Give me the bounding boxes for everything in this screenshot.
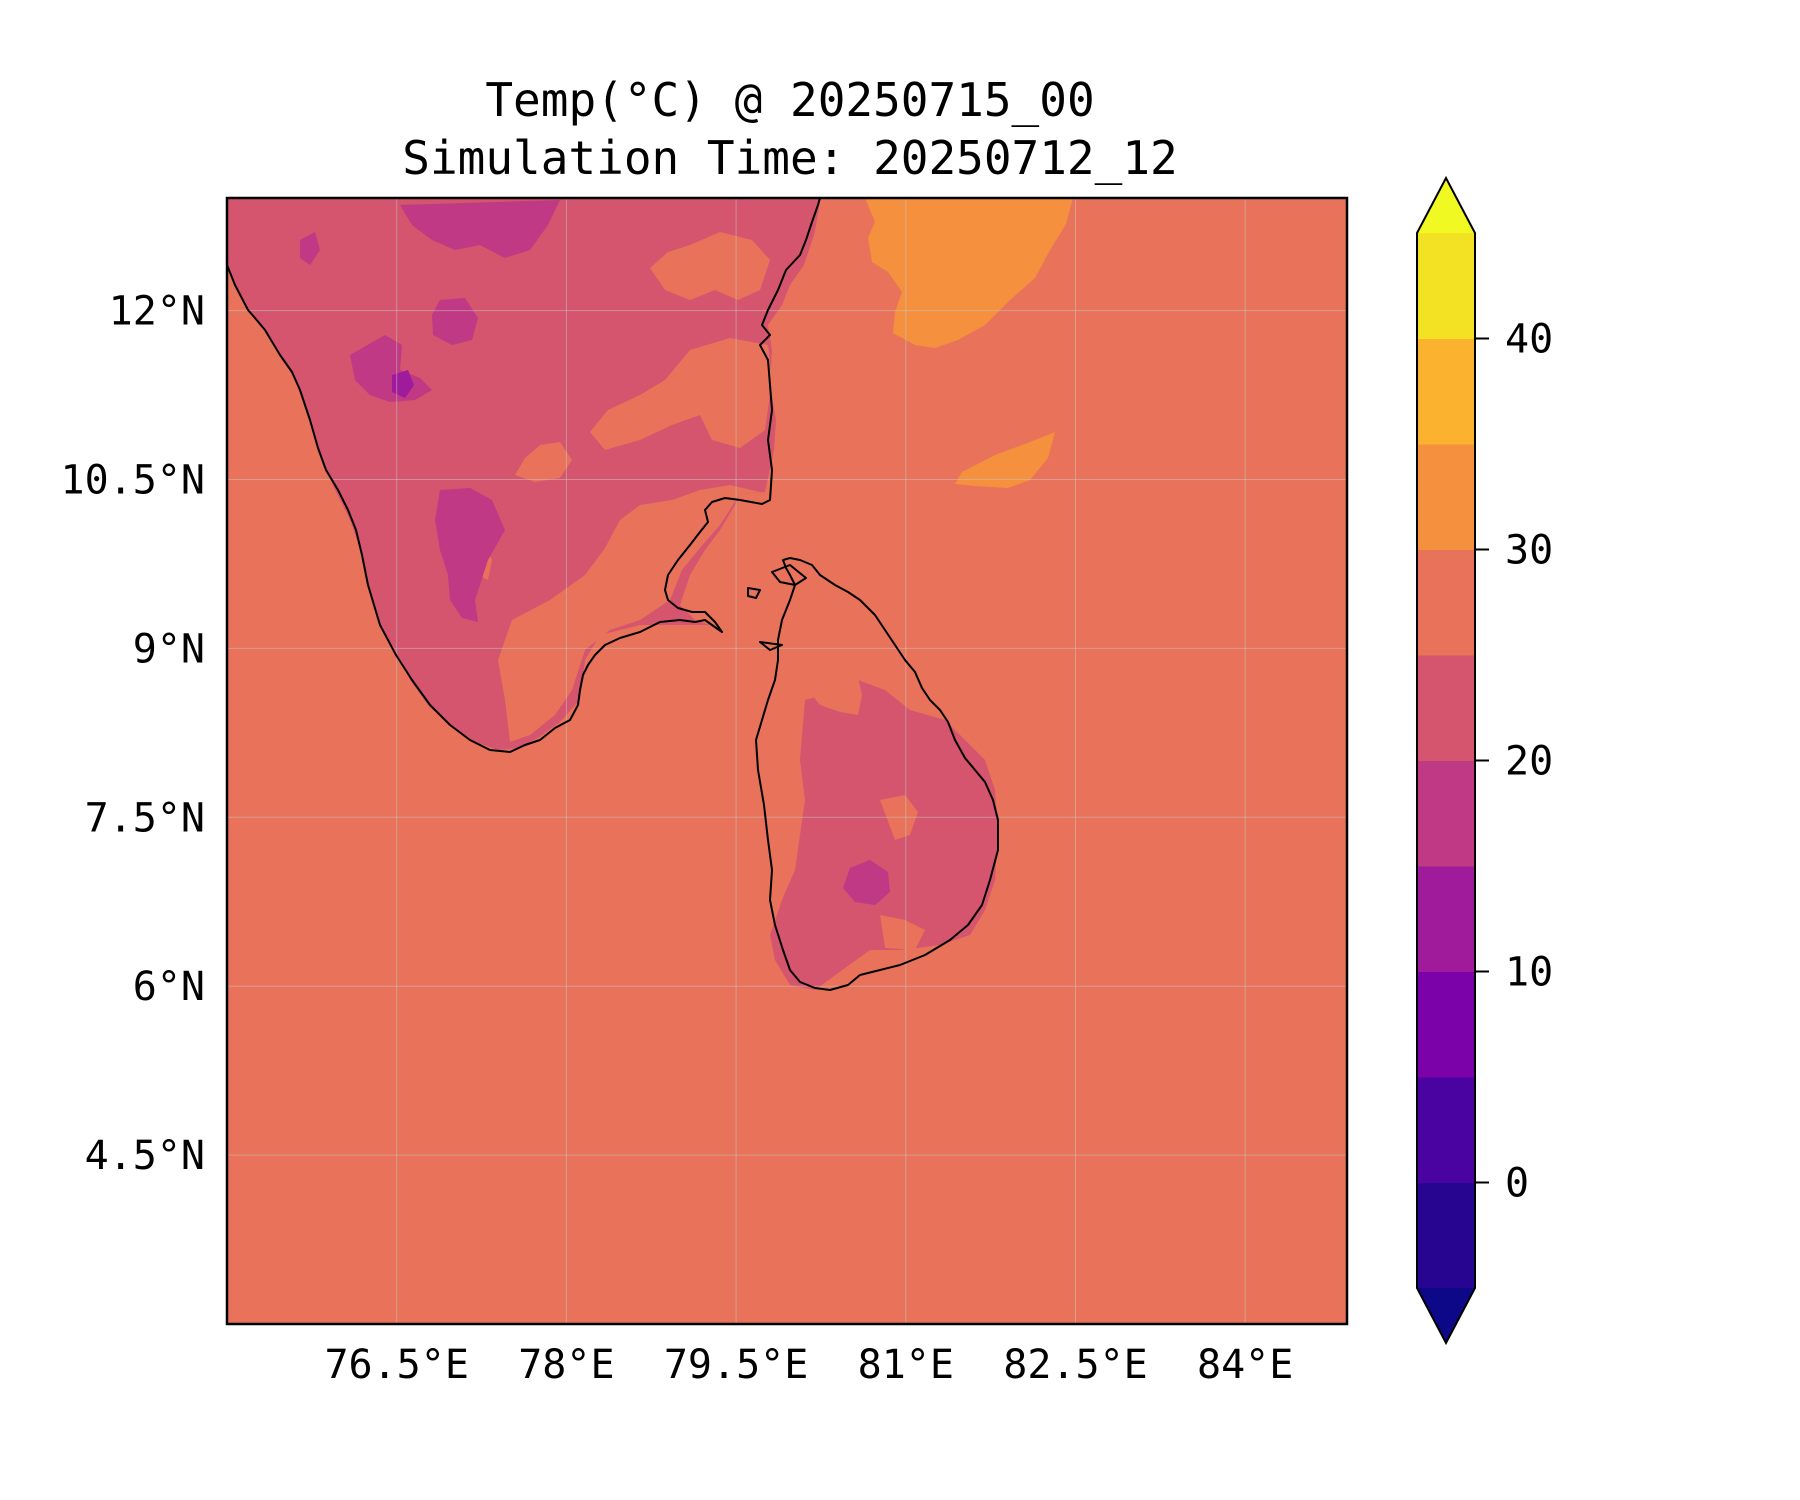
lat-tick-label: 10.5°N: [61, 458, 206, 504]
coastlines: [227, 198, 999, 991]
map-subtitle: Simulation Time: 20250712_12: [402, 131, 1178, 185]
colorbar-under-triangle: [1417, 1288, 1475, 1343]
lat-tick-label: 6°N: [133, 964, 205, 1010]
map-frame: [225, 196, 1349, 1326]
colorbar-segment: [1417, 1077, 1475, 1183]
colorbar-tick-label: 10: [1505, 950, 1553, 996]
lon-tick-label: 81°E: [858, 1342, 954, 1388]
warm-sea-patch: [955, 432, 1055, 488]
warm-land-patch: [515, 442, 572, 482]
lon-tick-label: 78°E: [518, 1342, 614, 1388]
lon-tick-label: 79.5°E: [664, 1342, 809, 1388]
cool-land-patch: [843, 860, 890, 905]
colorbar-segment: [1417, 760, 1475, 867]
sri-lanka-coastline: [755, 557, 999, 991]
coldest-land-patch: [392, 370, 414, 398]
india-coastline: [227, 198, 821, 753]
colorbar-segment: [1417, 971, 1475, 1078]
lon-tick-label: 84°E: [1197, 1342, 1293, 1388]
cool-land-patch: [400, 200, 560, 258]
colorbar: 0 10 20 30 40: [1416, 175, 1553, 1346]
lon-tick-label: 82.5°E: [1003, 1342, 1148, 1388]
adams-bridge: [759, 641, 783, 651]
colorbar-segment: [1417, 338, 1475, 445]
colorbar-segment: [1417, 444, 1475, 550]
colorbar-segment: [1417, 233, 1475, 339]
cool-land-patch: [435, 488, 505, 622]
mannar-island: [747, 587, 761, 599]
longitude-axis: 76.5°E 78°E 79.5°E 81°E 82.5°E 84°E: [324, 1342, 1293, 1388]
colorbar-segment: [1417, 655, 1475, 761]
colorbar-segment: [1417, 549, 1475, 656]
colorbar-segment: [1417, 1182, 1475, 1289]
lat-tick-label: 12°N: [109, 289, 205, 335]
colorbar-tick-label: 0: [1505, 1161, 1529, 1207]
warm-land-patch: [498, 485, 760, 742]
colorbar-tick-label: 30: [1505, 528, 1553, 574]
warm-land-patch: [805, 665, 862, 715]
cool-land-patch: [432, 298, 478, 345]
sri-lanka-land-field: [770, 680, 998, 990]
colorbar-over-triangle: [1417, 178, 1475, 233]
warm-land-patch: [590, 338, 772, 450]
lon-tick-label: 76.5°E: [324, 1342, 469, 1388]
gridlines: [227, 198, 1347, 1324]
colorbar-outline: [1416, 175, 1476, 1346]
colorbar-tick-label: 40: [1505, 317, 1553, 363]
warm-land-patch: [650, 232, 770, 300]
jaffna-coastline: [771, 564, 807, 586]
colorbar-segment: [1417, 866, 1475, 972]
latitude-axis: 12°N 10.5°N 9°N 7.5°N 6°N 4.5°N: [61, 289, 206, 1179]
colorbar-tick-label: 20: [1505, 739, 1553, 785]
lat-tick-label: 9°N: [133, 626, 205, 672]
lat-tick-label: 7.5°N: [85, 795, 205, 841]
cool-land-patch: [300, 232, 320, 265]
map-title: Temp(°C) @ 20250715_00: [485, 73, 1095, 127]
map-area: [227, 198, 1347, 1324]
warm-land-patch: [880, 915, 925, 950]
lat-tick-label: 4.5°N: [85, 1133, 205, 1179]
